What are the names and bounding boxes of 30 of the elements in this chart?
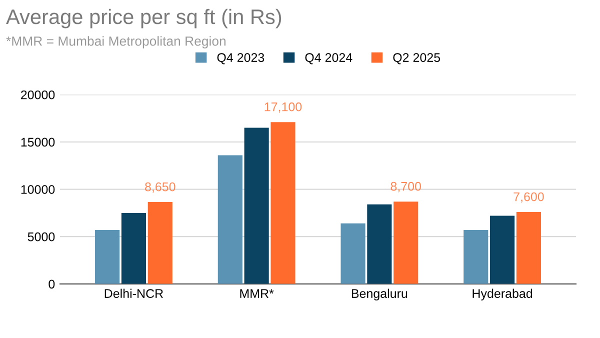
data-label: 8,700 — [390, 182, 421, 192]
y-tick-label: 20000 — [21, 90, 55, 100]
data-label: 17,100 — [264, 102, 302, 113]
y-tick-label: 10000 — [21, 185, 55, 194]
bar — [340, 223, 366, 284]
chart-title: Average price per sq ft (in Rs) — [6, 8, 282, 28]
data-label: 8,650 — [145, 182, 176, 193]
bar — [244, 128, 269, 284]
data-label: 7,600 — [514, 192, 544, 203]
x-tick-label: MMR* — [240, 289, 274, 298]
legend-label: Q2 2025 — [393, 53, 440, 64]
bar — [270, 122, 296, 284]
y-tick-label: 0 — [48, 280, 55, 289]
bar — [218, 155, 242, 284]
bar — [367, 204, 392, 284]
legend-label: Q4 2024 — [305, 53, 352, 64]
x-tick-label: Hyderabad — [472, 288, 532, 300]
bar — [148, 202, 172, 284]
chart-subtitle: *MMR = Mumbai Metropolitan Region — [6, 36, 226, 48]
y-tick-label: 15000 — [21, 138, 55, 147]
bar — [516, 212, 541, 284]
x-tick-label: Bengaluru — [352, 288, 408, 300]
bar — [490, 216, 515, 284]
x-tick-label: Delhi-NCR — [104, 288, 163, 298]
bar — [95, 230, 120, 284]
legend-label: Q4 2023 — [217, 53, 264, 64]
bar — [121, 212, 146, 284]
bar — [464, 230, 488, 284]
y-tick-label: 5000 — [28, 232, 55, 242]
bar — [394, 202, 418, 284]
